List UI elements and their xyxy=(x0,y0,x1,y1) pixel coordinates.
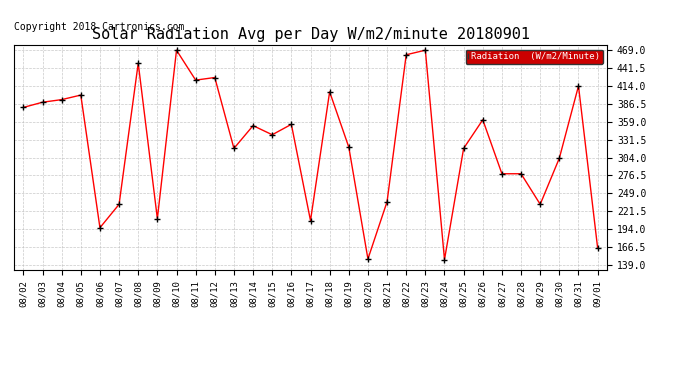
Title: Solar Radiation Avg per Day W/m2/minute 20180901: Solar Radiation Avg per Day W/m2/minute … xyxy=(92,27,529,42)
Text: Copyright 2018 Cartronics.com: Copyright 2018 Cartronics.com xyxy=(14,21,184,32)
Legend: Radiation  (W/m2/Minute): Radiation (W/m2/Minute) xyxy=(466,50,602,64)
